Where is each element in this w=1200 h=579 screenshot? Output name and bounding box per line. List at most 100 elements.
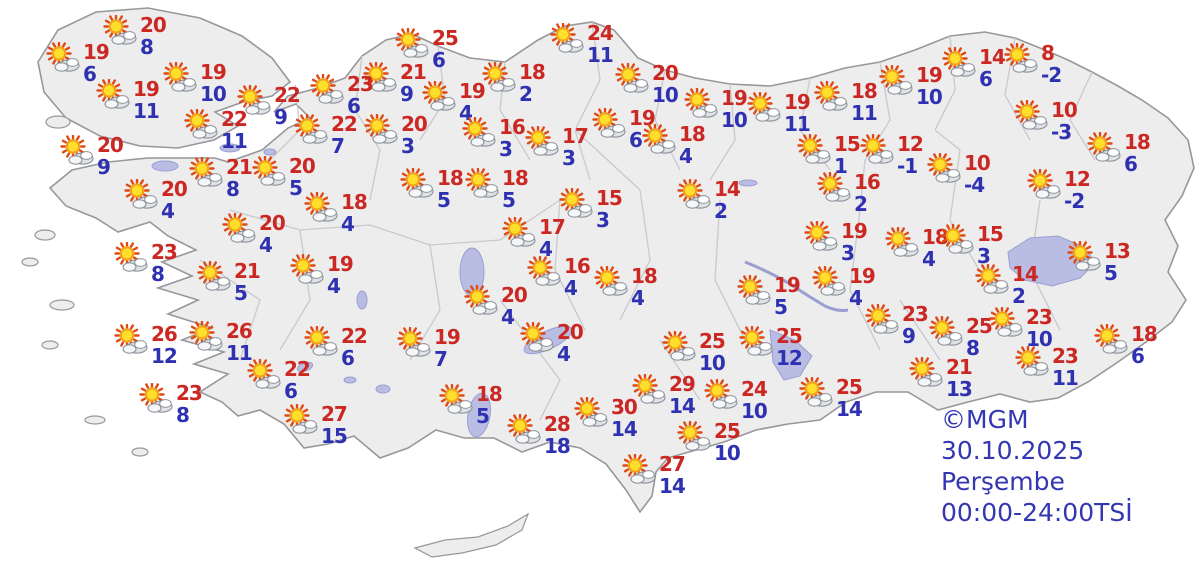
- high-temp: 19: [849, 264, 876, 288]
- high-temp: 18: [1131, 322, 1158, 346]
- sun-rays: [804, 221, 830, 246]
- sun-core: [597, 112, 613, 127]
- cloud: [917, 373, 943, 387]
- high-temp: 19: [916, 63, 943, 87]
- sun-cloud-icon: [124, 179, 158, 209]
- high-temp: 19: [200, 60, 227, 84]
- cloud: [600, 124, 626, 138]
- low-temp: 8: [966, 336, 980, 360]
- island: [131, 447, 149, 457]
- sun-cloud-icon: [422, 81, 456, 111]
- low-temp: 4: [539, 237, 553, 261]
- sun-core: [667, 335, 683, 350]
- sun-cloud-icon: [439, 384, 473, 414]
- sun-cloud-icon: [507, 414, 541, 444]
- sun-core: [564, 192, 580, 207]
- low-temp: 10: [1026, 327, 1053, 351]
- high-temp: 23: [151, 240, 178, 264]
- sun-core: [257, 160, 273, 175]
- cloud: [312, 342, 338, 356]
- high-temp: 19: [459, 79, 486, 103]
- high-temp: 18: [679, 122, 706, 146]
- sun-cloud-icon: [502, 217, 536, 247]
- sun-core: [252, 363, 268, 378]
- sun-core: [579, 401, 595, 416]
- sun-core: [947, 51, 963, 66]
- high-temp: 15: [596, 186, 623, 210]
- high-temp: 14: [1012, 262, 1039, 286]
- cloud: [230, 229, 256, 243]
- cloud: [533, 142, 559, 156]
- islands: [21, 115, 530, 558]
- sun-core: [637, 378, 653, 393]
- sun-core: [932, 157, 948, 172]
- sun-core: [129, 183, 145, 198]
- sun-core: [870, 308, 886, 323]
- sun-cloud-icon: [632, 374, 666, 404]
- cloud: [197, 337, 223, 351]
- sun-cloud-icon: [364, 114, 398, 144]
- cloud: [371, 78, 397, 92]
- sun-core: [309, 196, 325, 211]
- high-temp: 15: [834, 132, 861, 156]
- lake-egirdir: [467, 392, 491, 438]
- sun-core: [555, 27, 571, 42]
- sun-cloud-icon: [363, 62, 397, 92]
- low-temp: 11: [226, 341, 253, 365]
- sun-core: [101, 83, 117, 98]
- sun-cloud-icon: [197, 261, 231, 291]
- low-temp: 8: [151, 262, 165, 286]
- sun-cloud-icon: [1067, 241, 1101, 271]
- high-temp: 18: [631, 264, 658, 288]
- low-temp: 10: [652, 83, 679, 107]
- high-temp: 20: [501, 283, 528, 307]
- cloud: [298, 270, 324, 284]
- low-temp: 2: [519, 82, 533, 106]
- sun-cloud-icon: [184, 109, 218, 139]
- high-temp: 23: [347, 72, 374, 96]
- low-temp: 2: [1012, 284, 1026, 308]
- sun-cloud-icon: [574, 397, 608, 427]
- sun-core: [530, 130, 546, 145]
- sun-core: [1092, 136, 1108, 151]
- sun-core: [295, 258, 311, 273]
- sun-cloud-icon: [797, 134, 831, 164]
- sun-cloud-icon: [594, 266, 628, 296]
- cloud: [812, 237, 838, 251]
- high-temp: 27: [659, 452, 686, 476]
- high-temp: 22: [221, 107, 248, 131]
- low-temp: 9: [97, 155, 111, 179]
- lake-uluabat: [219, 143, 241, 153]
- sun-cloud-icon: [550, 23, 584, 53]
- cloud: [473, 184, 499, 198]
- cloud: [670, 347, 696, 361]
- low-temp: 6: [83, 62, 97, 86]
- sun-cloud-icon: [989, 307, 1023, 337]
- cloud: [822, 97, 848, 111]
- sun-core: [647, 128, 663, 143]
- low-temp: 6: [284, 379, 298, 403]
- sun-cloud-icon: [940, 224, 974, 254]
- low-temp: 11: [851, 101, 878, 125]
- low-temp: 11: [133, 99, 160, 123]
- high-temp: 23: [176, 381, 203, 405]
- sun-cloud-icon: [1014, 100, 1048, 130]
- low-temp: 4: [341, 212, 355, 236]
- high-temp: 18: [519, 60, 546, 84]
- sun-core: [144, 387, 160, 402]
- sun-cloud-icon: [942, 47, 976, 77]
- high-temp: 19: [434, 325, 461, 349]
- low-temp: 9: [902, 324, 916, 348]
- sun-cloud-icon: [310, 74, 344, 104]
- sun-core: [682, 425, 698, 440]
- low-temp: 14: [836, 397, 863, 421]
- sun-cloud-icon: [247, 359, 281, 389]
- lake-small: [356, 290, 368, 310]
- low-temp: 4: [849, 286, 863, 310]
- sun-rays: [929, 316, 955, 341]
- sun-cloud-icon: [622, 454, 656, 484]
- high-temp: 12: [897, 132, 924, 156]
- low-temp: 11: [1052, 366, 1079, 390]
- sun-core: [242, 89, 258, 104]
- cloud: [745, 291, 771, 305]
